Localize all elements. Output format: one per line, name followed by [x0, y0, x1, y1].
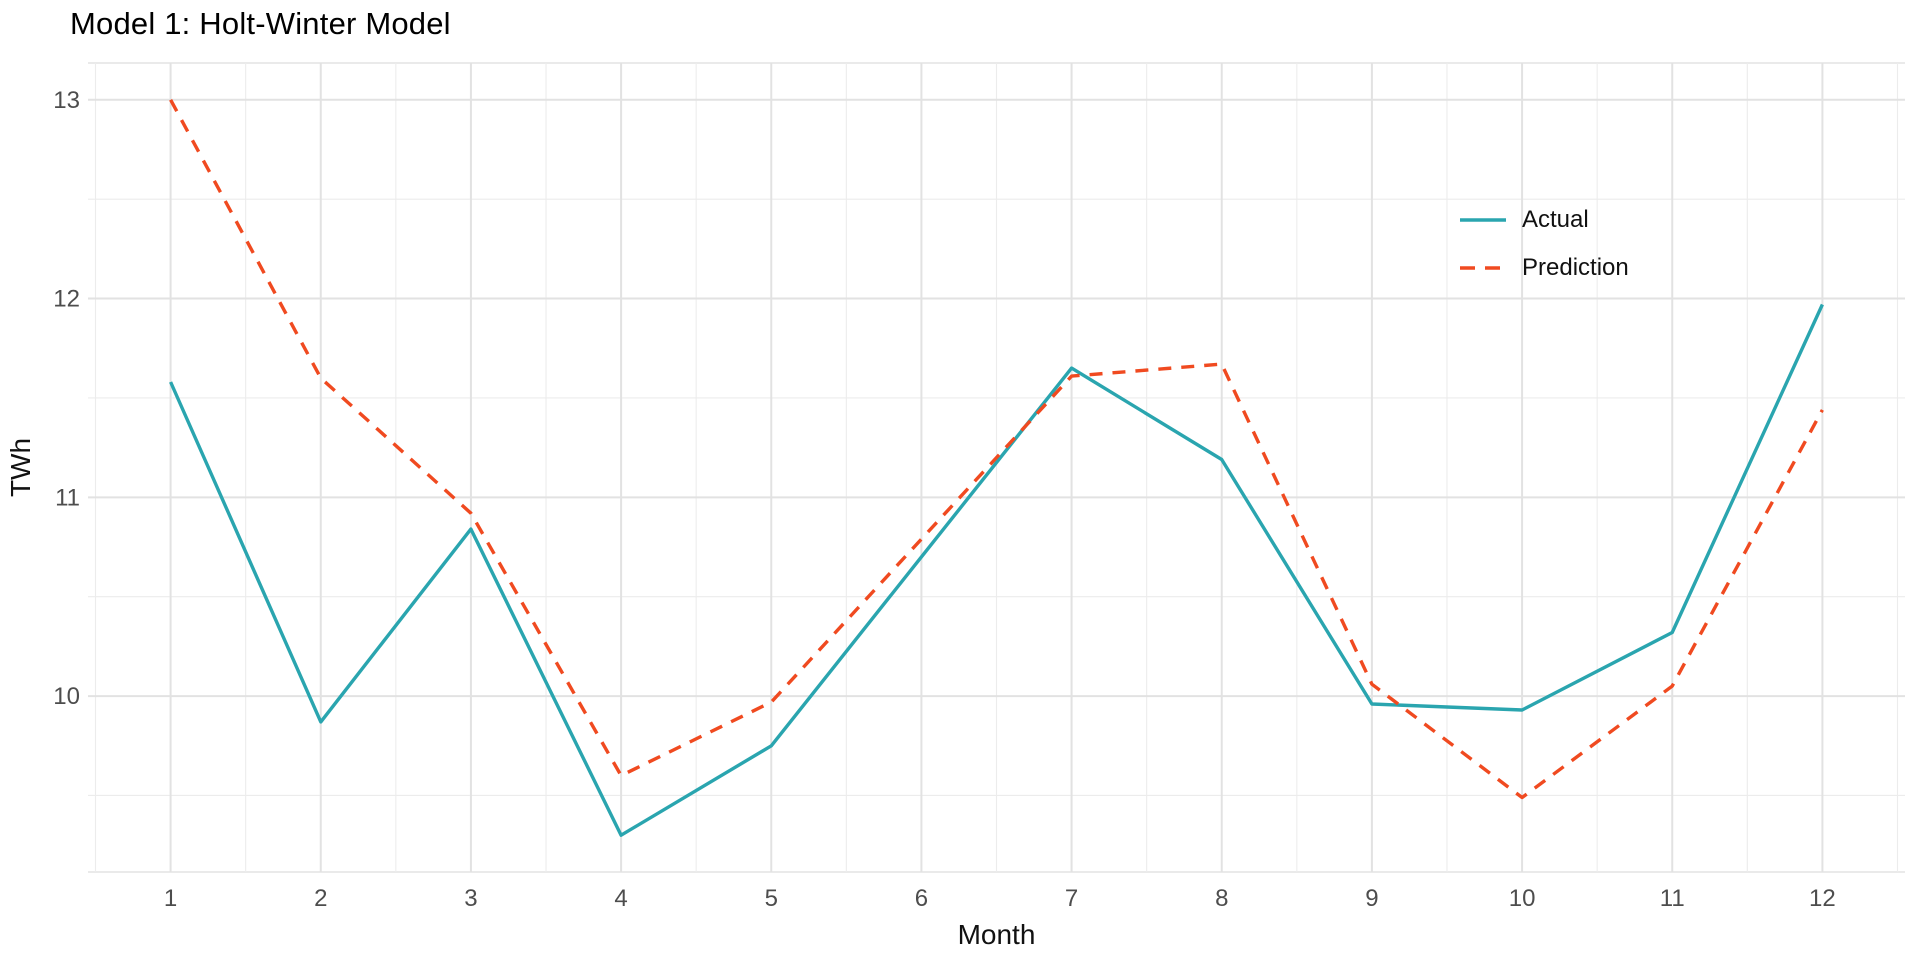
- y-tick-label: 11: [55, 484, 80, 511]
- y-axis-title: TWh: [5, 438, 36, 497]
- y-tick-label: 12: [53, 286, 80, 313]
- legend-key-prediction: [1460, 266, 1506, 270]
- chart-title: Model 1: Holt-Winter Model: [70, 6, 451, 41]
- legend-item-prediction: Prediction: [1460, 244, 1629, 292]
- x-tick-label: 7: [1065, 885, 1078, 912]
- y-tick-label: 10: [53, 683, 80, 710]
- legend-key-actual: [1460, 218, 1506, 222]
- legend: Actual Prediction: [1460, 196, 1629, 292]
- x-tick-label: 2: [314, 885, 327, 912]
- x-tick-label: 4: [614, 885, 627, 912]
- y-tick-label: 13: [53, 87, 80, 114]
- x-tick-label: 12: [1809, 885, 1836, 912]
- x-axis-title: Month: [958, 919, 1036, 950]
- series-line-actual: [169, 303, 1824, 837]
- series-line-prediction: [169, 98, 1824, 800]
- x-tick-label: 11: [1660, 885, 1685, 912]
- x-tick-label: 9: [1365, 885, 1378, 912]
- legend-label-prediction: Prediction: [1522, 254, 1629, 281]
- x-tick-label: 8: [1215, 885, 1228, 912]
- x-tick-label: 1: [164, 885, 177, 912]
- x-tick-label: 6: [915, 885, 928, 912]
- legend-item-actual: Actual: [1460, 196, 1629, 244]
- x-tick-label: 10: [1509, 885, 1536, 912]
- x-tick-label: 3: [464, 885, 477, 912]
- legend-label-actual: Actual: [1522, 206, 1589, 233]
- x-tick-label: 5: [765, 885, 778, 912]
